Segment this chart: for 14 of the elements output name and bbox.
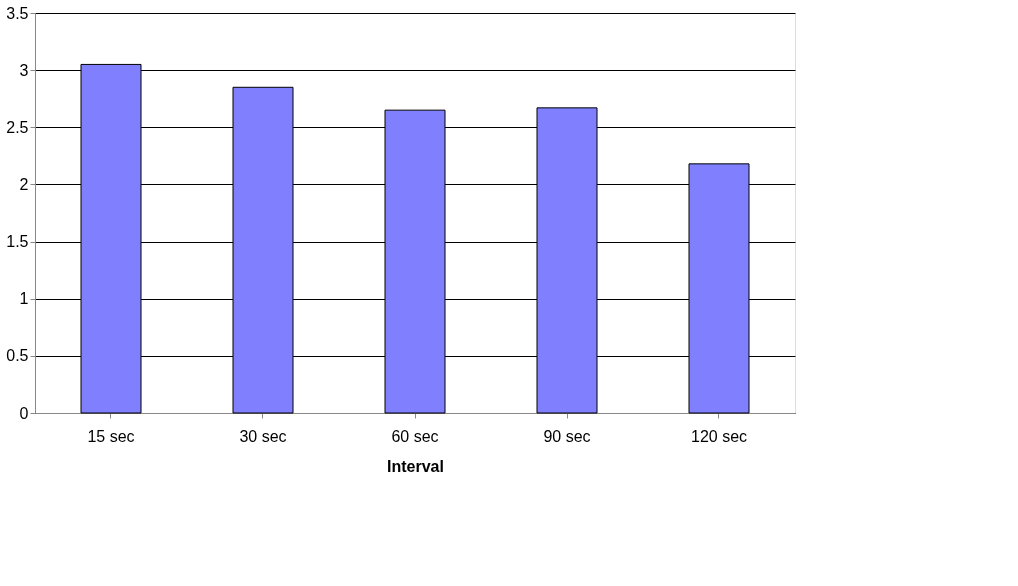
x-tick-label: 120 sec (690, 427, 748, 445)
y-tick-label: 2 (19, 175, 29, 193)
y-tick-label: 1 (19, 290, 29, 308)
x-tick-label: 30 sec (239, 427, 287, 445)
y-tick-label: 2.5 (6, 118, 29, 136)
x-tick-label: 90 sec (543, 427, 591, 445)
y-tick-label: 0 (19, 404, 29, 422)
y-tick-label: 3.5 (6, 4, 29, 22)
y-tick-label: 1.5 (6, 233, 29, 251)
x-tick-label: 60 sec (391, 427, 439, 445)
y-tick-label: 0.5 (6, 347, 29, 365)
x-tick-label: 15 sec (87, 427, 135, 445)
x-axis-title: Interval (387, 457, 444, 475)
y-tick-label: 3 (19, 61, 29, 79)
